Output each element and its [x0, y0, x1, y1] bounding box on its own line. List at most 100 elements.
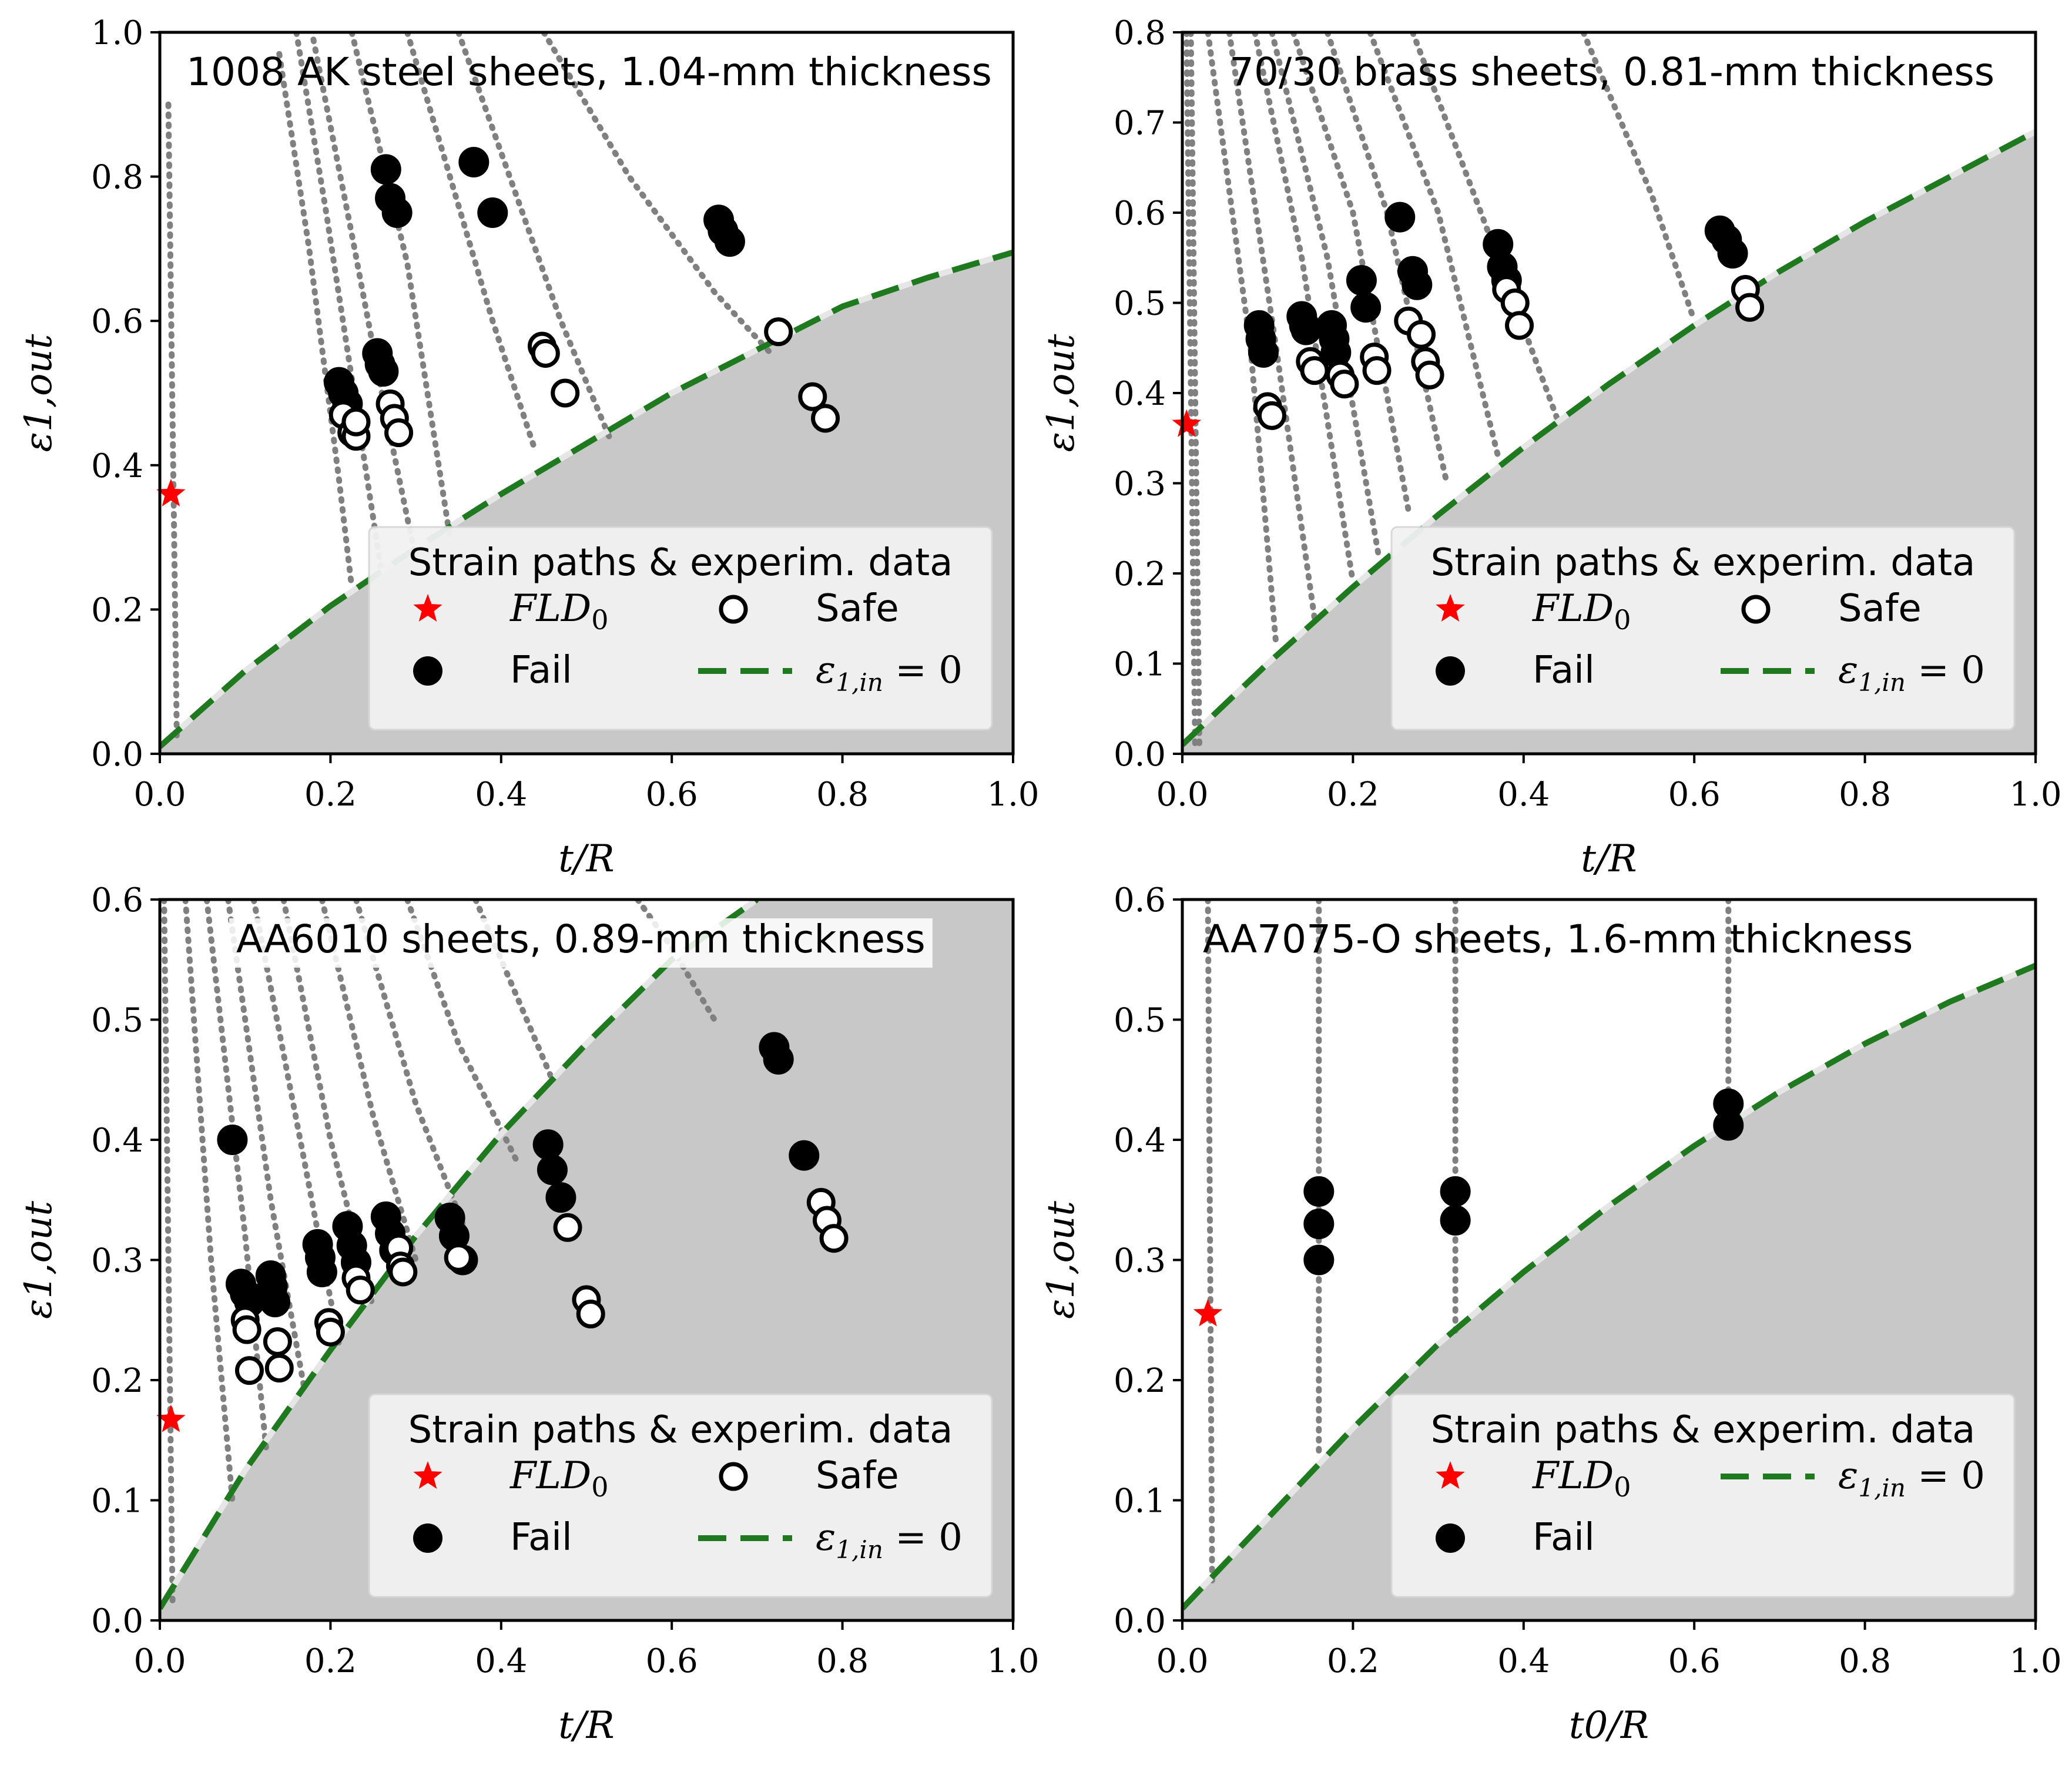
fail-marker-11 [1350, 292, 1382, 323]
legend-curve-label: ε1,in = 0 [1838, 649, 1985, 697]
panel-1: 1008 AK steel sheets, 1.04-mm thickness 0… [17, 14, 1040, 881]
legend-fail-label: Fail [510, 649, 572, 692]
x-tick-label: 0.4 [475, 776, 527, 814]
legend-title: Strain paths & experim. data [1431, 1408, 1976, 1452]
strain-path-7 [455, 32, 615, 447]
legend-curve-subscript: 1,in [836, 1535, 883, 1564]
legend-star-icon [413, 594, 442, 622]
legend-curve-equals: = 0 [883, 1516, 963, 1559]
legend-safe-icon [719, 595, 748, 624]
strain-path-4 [225, 900, 308, 1395]
fail-marker-11 [477, 197, 508, 228]
legend-fld0-label: FLD0 [1532, 587, 1631, 636]
safe-marker-10 [551, 378, 580, 408]
legend-fld0-subscript: 0 [1614, 604, 1631, 636]
y-tick-label: 0.7 [1114, 105, 1166, 143]
fail-marker-7 [1713, 1110, 1744, 1141]
y-tick-label: 0.0 [1114, 1602, 1166, 1640]
y-tick-label: 0.3 [91, 1242, 143, 1280]
legend-fld0-label: FLD0 [509, 1454, 609, 1503]
safe-marker-6 [1330, 370, 1359, 399]
safe-marker-10 [1407, 320, 1436, 349]
axes-frame [158, 31, 1015, 756]
y-tick-label: 0.4 [91, 1122, 143, 1160]
legend-curve-equals: = 0 [883, 649, 963, 692]
strain-path-1 [165, 101, 180, 746]
y-tick-label: 0.0 [91, 736, 143, 774]
legend-title: Strain paths & experim. data [408, 1408, 953, 1452]
legend-fail-icon [1436, 1523, 1465, 1553]
x-tick-label: 0.0 [133, 776, 186, 814]
strain-path-4 [310, 36, 419, 562]
x-tick-label: 0.2 [304, 1642, 357, 1680]
y-tick-label: 0.4 [91, 447, 143, 485]
safe-marker-14 [553, 1213, 582, 1242]
x-tick-label: 0.6 [646, 776, 698, 814]
strain-path-11 [1580, 32, 1698, 324]
x-tick-label: 0.4 [1497, 776, 1550, 814]
y-tick-label: 0.4 [1114, 375, 1166, 413]
legend-fail-icon [413, 1523, 442, 1553]
fail-marker-7 [260, 1287, 291, 1318]
strain-path-5 [348, 32, 453, 541]
legend-fld0-text: FLD [1532, 1454, 1614, 1498]
y-tick-label: 0.6 [1114, 881, 1166, 919]
y-tick-label: 0.6 [91, 303, 143, 341]
strain-path-7 [318, 900, 419, 1263]
legend-fld0-text: FLD [1532, 587, 1614, 630]
legend-fld0-label: FLD0 [1532, 1454, 1631, 1503]
fail-marker-10 [306, 1256, 337, 1287]
legend-curve-eps: ε [816, 649, 836, 692]
safe-marker-9 [531, 338, 560, 368]
safe-marker-15 [1505, 311, 1534, 340]
safe-marker-2 [232, 1315, 261, 1344]
safe-marker-3 [234, 1356, 264, 1385]
fail-marker-2 [1303, 1209, 1335, 1240]
safe-marker-17 [1735, 293, 1765, 322]
x-axis-label: t0/R [1569, 1704, 1649, 1747]
safe-marker-9 [346, 1276, 375, 1305]
fail-marker-3 [1248, 337, 1279, 368]
y-tick-label: 0.8 [91, 159, 143, 197]
legend-box [1390, 1393, 2016, 1598]
legend-fail-label: Fail [510, 1516, 572, 1559]
eps-in-zero-curve [160, 900, 759, 1610]
y-tick-label: 0.5 [91, 1002, 143, 1040]
fail-marker-10 [1346, 265, 1377, 296]
fail-marker-4 [1440, 1176, 1471, 1207]
y-tick-label: 1.0 [91, 14, 143, 52]
x-tick-label: 0.8 [1839, 776, 1891, 814]
chart-title: 1008 AK steel sheets, 1.04-mm thickness [186, 49, 992, 95]
chart-title: AA7075-O sheets, 1.6-mm thickness [1203, 917, 1913, 962]
y-tick-label: 0.2 [91, 1362, 143, 1400]
fail-marker-24 [763, 1043, 794, 1075]
y-tick-label: 0.0 [91, 1602, 143, 1640]
legend-safe-label: Safe [816, 587, 899, 630]
y-tick-label: 0.1 [91, 1482, 143, 1521]
fld0-star [156, 1404, 186, 1432]
y-tick-label: 0.2 [1114, 1362, 1166, 1400]
legend-fail-label: Fail [1533, 1516, 1595, 1559]
legend-fld0-label: FLD0 [509, 587, 609, 636]
y-tick-label: 0.5 [1114, 285, 1166, 323]
x-tick-label: 1.0 [2009, 1642, 2061, 1680]
strain-path-6 [404, 32, 538, 454]
panel-4: AA7075-O sheets, 1.6-mm thickness 0.0 0.2 0… [1040, 881, 2062, 1747]
fail-marker-20 [1717, 238, 1748, 269]
strain-path-6 [1269, 32, 1382, 559]
x-tick-label: 0.6 [646, 1642, 698, 1680]
eps-in-zero-curve [160, 249, 1013, 749]
safe-marker-12 [1415, 360, 1444, 390]
legend-star-icon [413, 1461, 442, 1489]
x-axis-label: t/R [558, 837, 614, 881]
strain-path-1 [1205, 900, 1215, 1588]
safe-marker-19 [819, 1224, 849, 1253]
y-tick-label: 0.2 [1114, 555, 1166, 593]
y-tick-label: 0.8 [1114, 14, 1166, 52]
chart-title: AA6010 sheets, 0.89-mm thickness [236, 917, 926, 962]
x-tick-label: 0.8 [1839, 1642, 1891, 1680]
x-axis-label: t/R [1581, 837, 1637, 881]
curve-underlay [1182, 962, 2036, 1610]
